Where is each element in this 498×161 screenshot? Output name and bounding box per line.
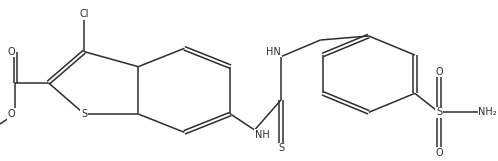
Text: Cl: Cl: [80, 9, 89, 19]
Text: HN: HN: [266, 47, 281, 57]
Text: S: S: [436, 107, 442, 117]
Text: O: O: [435, 67, 443, 77]
Text: NH: NH: [254, 130, 269, 140]
Text: O: O: [8, 47, 15, 57]
Text: NH₂: NH₂: [479, 107, 497, 117]
Text: S: S: [81, 109, 87, 119]
Text: O: O: [8, 109, 15, 119]
Text: S: S: [278, 143, 284, 153]
Text: O: O: [435, 148, 443, 158]
